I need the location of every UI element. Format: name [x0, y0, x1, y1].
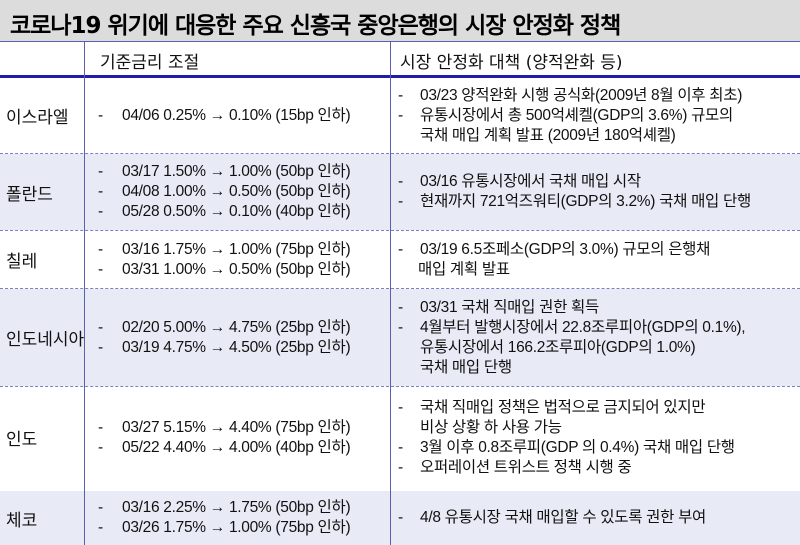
- rate-item: -03/16 1.75% → 1.00% (75bp 인하): [98, 240, 351, 258]
- rate-cell: -02/20 5.00% → 4.75% (25bp 인하) -03/19 4.…: [92, 289, 390, 386]
- country-name: 체코: [6, 510, 38, 531]
- rate-item: -05/28 0.50% → 0.10% (40bp 인하): [98, 203, 351, 220]
- header-divider: [0, 75, 800, 78]
- policy-item-continuation: 국채 매입 계획 발표 (2009년 180억셰켈): [420, 126, 676, 144]
- policy-item-continuation: 매입 계획 발표: [418, 260, 510, 278]
- table-row-czech: 체코 -03/16 2.25% → 1.75% (50bp 인하) -03/26…: [0, 491, 800, 545]
- rate-item: -04/06 0.25% → 0.10% (15bp 인하): [98, 106, 351, 124]
- country-name: 인도: [6, 430, 38, 450]
- row-divider: [0, 386, 800, 387]
- header-rate-adjustment: 기준금리 조절: [100, 53, 200, 73]
- rate-item: -03/16 2.25% → 1.75% (50bp 인하): [98, 499, 351, 516]
- rate-item: -05/22 4.40% → 4.00% (40bp 인하): [98, 438, 351, 456]
- rate-cell: -03/16 2.25% → 1.75% (50bp 인하) -03/26 1.…: [92, 491, 390, 545]
- header-country: [6, 42, 86, 75]
- header-market-stabilization: 시장 안정화 대책 (양적완화 등): [400, 53, 623, 73]
- country-name: 인도네시아: [6, 330, 85, 350]
- policy-item: -3월 이후 0.8조루피(GDP 의 0.4%) 국채 매입 단행: [398, 438, 735, 456]
- policy-item-continuation: 국채 매입 단행: [420, 358, 512, 376]
- policy-item: -03/16 유통시장에서 국채 매입 시작: [398, 173, 641, 190]
- policy-item: - 유통시장에서 총 500억셰켈(GDP의 3.6%) 규모의: [398, 106, 733, 124]
- rate-item: -03/26 1.75% → 1.00% (75bp 인하): [98, 519, 351, 536]
- policy-cell: -03/23 양적완화 시행 공식화(2009년 8월 이후 최초) - 유통시장…: [394, 78, 800, 153]
- policy-item-continuation: 유통시장에서 166.2조루피아(GDP의 1.0%): [420, 338, 696, 356]
- rate-cell: -04/06 0.25% → 0.10% (15bp 인하): [92, 78, 390, 153]
- country-name: 칠레: [6, 252, 38, 272]
- country-name: 이스라엘: [6, 108, 69, 128]
- policy-item: -03/31 국채 직매입 권한 획득: [398, 298, 599, 316]
- table-row-indonesia: 인도네시아 -02/20 5.00% → 4.75% (25bp 인하) -03…: [0, 289, 800, 386]
- column-divider: [390, 42, 391, 545]
- row-divider: [0, 288, 800, 289]
- policy-item: - 국채 직매입 정책은 법적으로 금지되어 있지만: [398, 398, 706, 416]
- rate-item: -03/19 4.75% → 4.50% (25bp 인하): [98, 338, 351, 356]
- rate-cell: -03/27 5.15% → 4.40% (75bp 인하) -05/22 4.…: [92, 387, 390, 488]
- column-divider: [84, 42, 85, 545]
- rate-item: -03/31 1.00% → 0.50% (50bp 인하): [98, 260, 351, 278]
- policy-item: -03/19 6.5조페소(GDP의 3.0%) 규모의 은행채: [398, 240, 711, 258]
- policy-item: - 현재까지 721억즈워티(GDP의 3.2%) 국채 매입 단행: [398, 193, 751, 210]
- row-divider: [0, 230, 800, 231]
- rate-item: -02/20 5.00% → 4.75% (25bp 인하): [98, 318, 351, 336]
- row-divider: [0, 153, 800, 154]
- policy-cell: -03/19 6.5조페소(GDP의 3.0%) 규모의 은행채 매입 계획 발…: [394, 231, 800, 288]
- policy-cell: -4/8 유통시장 국채 매입할 수 있도록 권한 부여: [394, 491, 800, 545]
- table-row-chile: 칠레 -03/16 1.75% → 1.00% (75bp 인하) -03/31…: [0, 231, 800, 288]
- policy-item: -03/23 양적완화 시행 공식화(2009년 8월 이후 최초): [398, 86, 743, 104]
- policy-item: -4/8 유통시장 국채 매입할 수 있도록 권한 부여: [398, 509, 707, 526]
- rate-item: -03/17 1.50% → 1.00% (50bp 인하): [98, 163, 351, 180]
- policy-item: -4월부터 발행시장에서 22.8조루피아(GDP의 0.1%),: [398, 318, 746, 336]
- title-divider: [0, 41, 800, 42]
- policy-cell: -03/16 유통시장에서 국채 매입 시작 - 현재까지 721억즈워티(GDP…: [394, 154, 800, 230]
- table-row-poland: 폴란드 -03/17 1.50% → 1.00% (50bp 인하) -04/0…: [0, 154, 800, 230]
- policy-item-continuation: 비상 상황 하 사용 가능: [420, 418, 562, 436]
- rate-item: -03/27 5.15% → 4.40% (75bp 인하): [98, 418, 351, 436]
- rate-cell: -03/16 1.75% → 1.00% (75bp 인하) -03/31 1.…: [92, 231, 390, 288]
- table-row-israel: 이스라엘 -04/06 0.25% → 0.10% (15bp 인하) -03/…: [0, 78, 800, 153]
- rate-cell: -03/17 1.50% → 1.00% (50bp 인하) -04/08 1.…: [92, 154, 390, 230]
- policy-item: - 오퍼레이션 트위스트 정책 시행 중: [398, 458, 632, 476]
- policy-cell: -03/31 국채 직매입 권한 획득 -4월부터 발행시장에서 22.8조루피…: [394, 289, 800, 386]
- rate-item: -04/08 1.00% → 0.50% (50bp 인하): [98, 183, 351, 200]
- table-row-india: 인도 -03/27 5.15% → 4.40% (75bp 인하) -05/22…: [0, 387, 800, 488]
- table-title: 코로나19 위기에 대응한 주요 신흥국 중앙은행의 시장 안정화 정책: [0, 0, 800, 41]
- country-name: 폴란드: [6, 184, 53, 205]
- policy-cell: - 국채 직매입 정책은 법적으로 금지되어 있지만 비상 상황 하 사용 가능 …: [394, 387, 800, 488]
- table-header: 기준금리 조절 시장 안정화 대책 (양적완화 등): [0, 42, 800, 75]
